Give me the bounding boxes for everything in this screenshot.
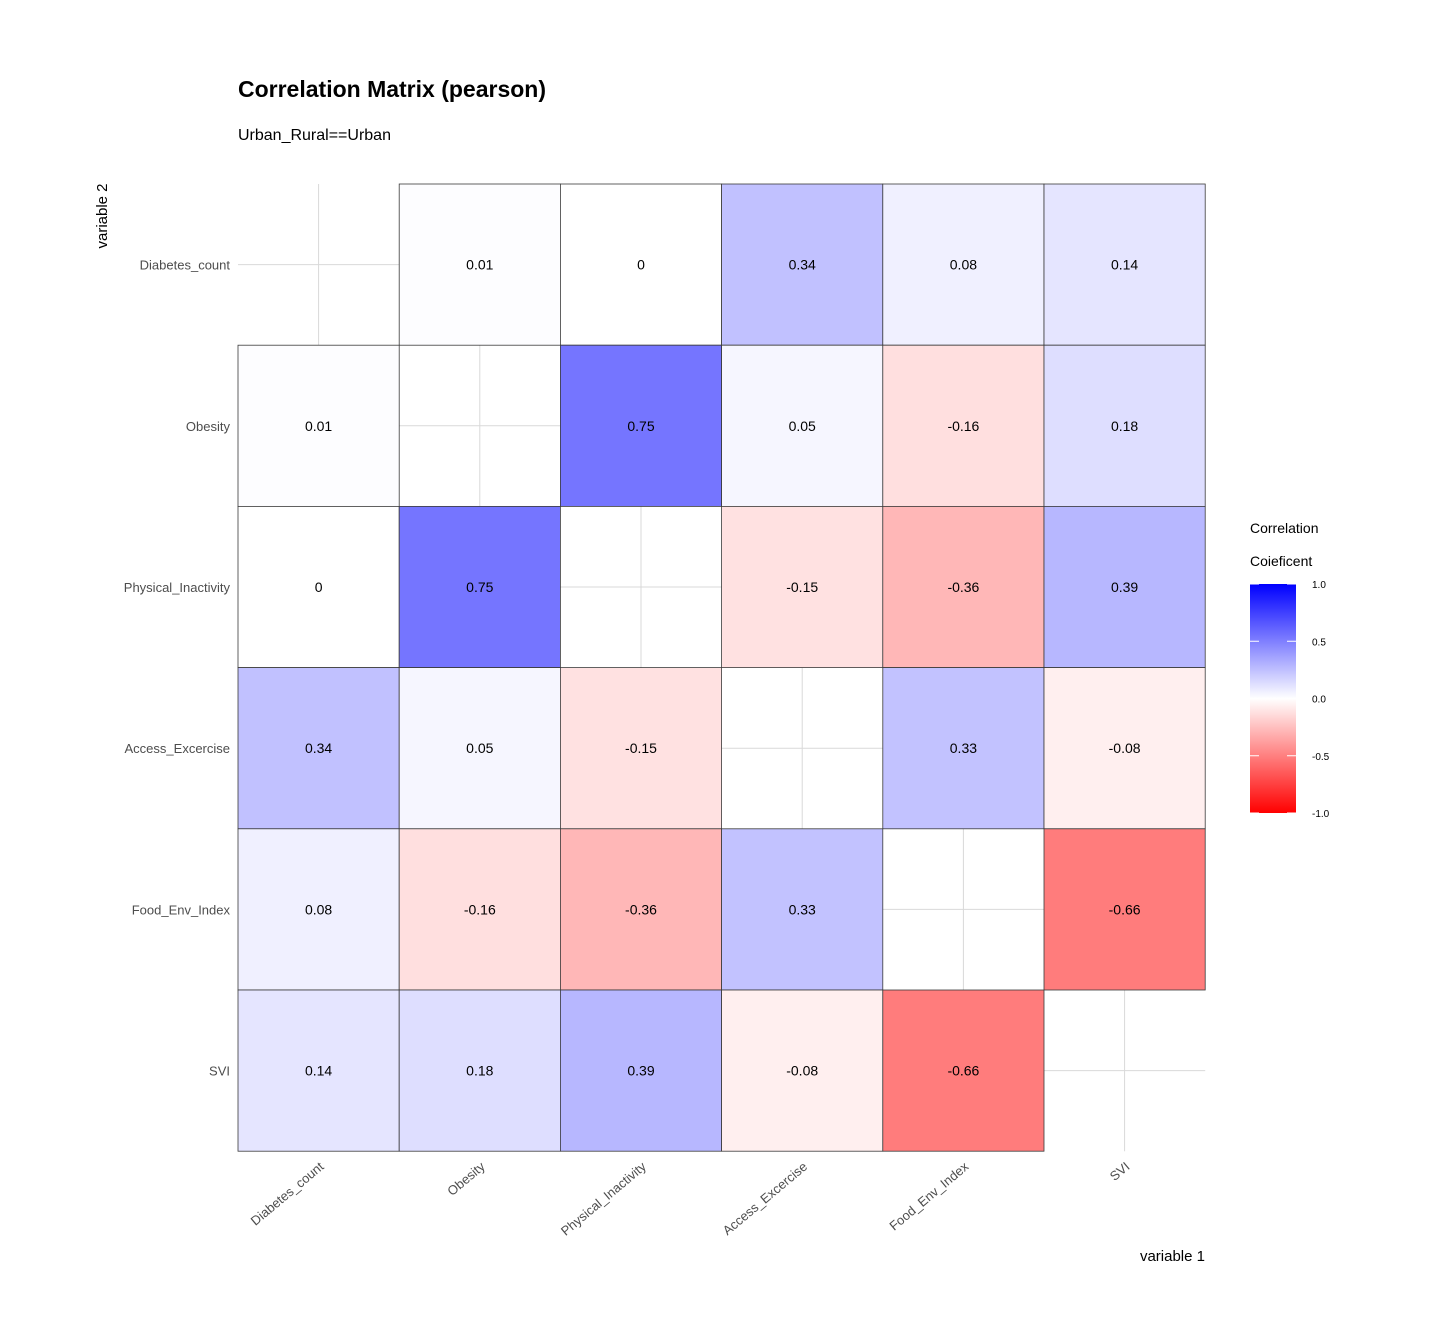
heatmap-cell bbox=[560, 344, 723, 507]
x-axis-title: variable 1 bbox=[1140, 1248, 1205, 1265]
heatmap-cell bbox=[1043, 667, 1206, 830]
cell-value-label: -0.08 bbox=[786, 1063, 818, 1079]
cell-value-label: -0.16 bbox=[947, 418, 979, 434]
cell-value-label: 0.34 bbox=[305, 740, 332, 756]
chart-subtitle: Urban_Rural==Urban bbox=[238, 127, 391, 144]
x-tick-label: Diabetes_count bbox=[248, 1159, 327, 1229]
cell-value-label: 0.75 bbox=[466, 579, 493, 595]
cell-value-label: 0.14 bbox=[305, 1063, 332, 1079]
heatmap-cell bbox=[398, 505, 561, 668]
cell-value-label: -0.36 bbox=[625, 901, 657, 917]
cell-value-label: -0.15 bbox=[625, 740, 657, 756]
heatmap-cell bbox=[237, 667, 400, 830]
x-tick-label: SVI bbox=[1107, 1159, 1133, 1184]
heatmap-cell bbox=[398, 183, 561, 346]
y-tick-label: Diabetes_count bbox=[140, 258, 231, 273]
cell-value-label: -0.66 bbox=[1109, 901, 1141, 917]
cell-value-label: 0.18 bbox=[466, 1063, 493, 1079]
cell-value-label: 0.34 bbox=[789, 257, 816, 273]
y-axis-title: variable 2 bbox=[94, 183, 111, 248]
cell-value-label: 0.18 bbox=[1111, 418, 1138, 434]
x-tick-label: Food_Env_Index bbox=[886, 1158, 971, 1233]
cell-value-label: -0.08 bbox=[1109, 740, 1141, 756]
heatmap-cell bbox=[560, 667, 723, 830]
heatmap-cell bbox=[882, 344, 1045, 507]
cell-value-label: 0.33 bbox=[950, 740, 977, 756]
heatmap-cell bbox=[237, 505, 400, 668]
heatmap-cell bbox=[882, 505, 1045, 668]
heatmap-cell bbox=[882, 183, 1045, 346]
cell-value-label: 0.08 bbox=[305, 901, 332, 917]
legend-tick-label: 1.0 bbox=[1312, 580, 1326, 591]
legend-tick-label: 0.0 bbox=[1312, 695, 1326, 706]
x-tick-label: Physical_Inactivity bbox=[558, 1158, 649, 1238]
legend-tick-label: -1.0 bbox=[1312, 809, 1330, 820]
cell-value-label: 0.39 bbox=[1111, 579, 1138, 595]
cell-value-label: 0.14 bbox=[1111, 257, 1138, 273]
heatmap-cell bbox=[721, 344, 884, 507]
cell-value-label: -0.66 bbox=[947, 1063, 979, 1079]
cell-labels: 0.01 0 0.34 0.08 0.14 0.01 0.75 0.05 -0.16 0.18 0 0… bbox=[305, 257, 1141, 1079]
heatmap-cell bbox=[1043, 828, 1206, 991]
cell-value-label: 0.08 bbox=[950, 257, 977, 273]
cell-value-label: -0.15 bbox=[786, 579, 818, 595]
legend-title-line2: Coieficent bbox=[1250, 553, 1312, 569]
cell-value-label: -0.36 bbox=[947, 579, 979, 595]
heatmap-cell bbox=[1043, 344, 1206, 507]
heatmap-cell bbox=[1043, 505, 1206, 668]
x-tick-label: Access_Excercise bbox=[720, 1159, 810, 1238]
cell-value-label: -0.16 bbox=[464, 901, 496, 917]
legend: Correlation Coieficent 1.0 0.5 0.0 -0.5 -1.0 bbox=[1250, 520, 1330, 820]
cell-value-label: 0.33 bbox=[789, 901, 816, 917]
heatmap-cell bbox=[398, 667, 561, 830]
heatmap-cell bbox=[721, 828, 884, 991]
heatmap-cell bbox=[721, 183, 884, 346]
x-axis-ticks: Diabetes_count Obesity Physical_Inactivity… bbox=[248, 1158, 1133, 1238]
heatmap-cell bbox=[721, 505, 884, 668]
heatmap-cell bbox=[882, 667, 1045, 830]
legend-tick-label: -0.5 bbox=[1312, 752, 1330, 763]
y-tick-label: Access_Excercise bbox=[125, 741, 230, 756]
chart-title: Correlation Matrix (pearson) bbox=[238, 76, 546, 102]
heatmap-cell bbox=[237, 989, 400, 1152]
y-tick-label: SVI bbox=[209, 1064, 230, 1079]
heatmap-cell bbox=[560, 183, 723, 346]
heatmap-cell bbox=[560, 828, 723, 991]
y-tick-label: Food_Env_Index bbox=[132, 902, 231, 917]
y-tick-label: Obesity bbox=[186, 419, 231, 434]
legend-tick-label: 0.5 bbox=[1312, 637, 1326, 648]
heatmap-cell bbox=[721, 989, 884, 1152]
legend-ticks: 1.0 0.5 0.0 -0.5 -1.0 bbox=[1250, 580, 1330, 820]
heatmap-cells bbox=[237, 183, 1206, 1152]
cell-value-label: 0.39 bbox=[627, 1063, 654, 1079]
heatmap-cell bbox=[237, 828, 400, 991]
legend-title-line1: Correlation bbox=[1250, 520, 1318, 536]
y-axis-ticks: Diabetes_count Obesity Physical_Inactivity… bbox=[124, 258, 231, 1079]
cell-value-label: 0.05 bbox=[466, 740, 493, 756]
heatmap-cell bbox=[398, 828, 561, 991]
cell-value-label: 0 bbox=[315, 579, 323, 595]
heatmap-cell bbox=[1043, 183, 1206, 346]
y-tick-label: Physical_Inactivity bbox=[124, 580, 231, 595]
heatmap-cell bbox=[882, 989, 1045, 1152]
cell-value-label: 0.05 bbox=[789, 418, 816, 434]
cell-value-label: 0 bbox=[637, 257, 645, 273]
heatmap-cell bbox=[398, 989, 561, 1152]
x-tick-label: Obesity bbox=[444, 1158, 488, 1198]
cell-value-label: 0.75 bbox=[627, 418, 654, 434]
cell-value-label: 0.01 bbox=[466, 257, 493, 273]
cell-value-label: 0.01 bbox=[305, 418, 332, 434]
